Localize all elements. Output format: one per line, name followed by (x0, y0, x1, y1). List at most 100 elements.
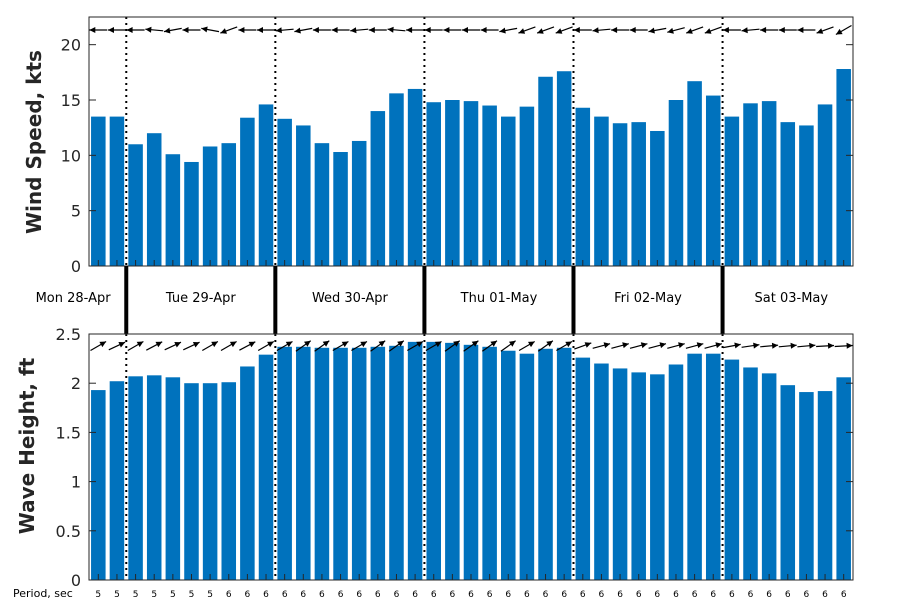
direction-arrow (257, 27, 275, 33)
direction-arrow (722, 342, 741, 349)
direction-arrow (704, 26, 722, 34)
bar (556, 347, 572, 580)
period-value: 6 (785, 590, 791, 600)
y-tick-label: 1.5 (56, 423, 81, 442)
direction-arrow (146, 341, 163, 351)
bar (594, 363, 609, 580)
bar (836, 377, 851, 580)
direction-arrow (164, 341, 182, 351)
bar (407, 341, 423, 580)
direction-arrow (704, 342, 723, 349)
period-value: 6 (394, 590, 400, 600)
y-tick-label: 2 (71, 374, 81, 393)
period-value: 5 (151, 590, 157, 600)
direction-arrow (202, 340, 219, 352)
direction-arrow (90, 340, 107, 352)
day-label: Sat 03-May (755, 291, 829, 306)
direction-arrow (556, 340, 573, 352)
period-value: 6 (450, 590, 456, 600)
period-value: 6 (617, 590, 623, 600)
day-label: Thu 01-May (460, 291, 538, 306)
y-tick-label: 20 (61, 36, 81, 55)
direction-arrow (257, 340, 275, 352)
bar (258, 354, 274, 580)
period-value: 6 (431, 590, 437, 600)
period-value: 5 (189, 590, 195, 600)
direction-arrow (741, 342, 760, 349)
direction-arrow (537, 340, 554, 352)
direction-arrow (145, 26, 164, 33)
bar (333, 347, 348, 580)
direction-arrow (332, 340, 349, 352)
bar (221, 382, 237, 580)
direction-arrow (89, 27, 108, 33)
bar (743, 367, 758, 580)
period-value: 6 (822, 590, 828, 600)
bar (836, 69, 851, 266)
bar (687, 353, 702, 580)
direction-arrow (518, 26, 536, 34)
bar (407, 88, 423, 267)
direction-arrow (444, 340, 461, 352)
bar (482, 105, 497, 266)
direction-arrow (462, 27, 480, 33)
bar (333, 152, 348, 266)
wave-height-panel: 0 0.5 1 1.5 2 2.5 (56, 325, 854, 590)
wind-y-axis-label: Wind Speed, kts (22, 50, 46, 234)
direction-arrow (424, 27, 443, 33)
direction-arrow (163, 27, 182, 34)
period-value: 5 (170, 590, 176, 600)
period-value: 6 (338, 590, 344, 600)
bar (221, 143, 237, 266)
direction-arrow (667, 27, 685, 34)
day-label: Fri 02-May (614, 291, 682, 306)
direction-arrow (592, 342, 611, 349)
period-value: 6 (300, 590, 306, 600)
direction-arrow (536, 26, 555, 34)
bar (389, 345, 404, 580)
direction-arrow (667, 342, 685, 349)
y-tick-label: 5 (71, 202, 81, 221)
bar (258, 104, 274, 267)
direction-arrow (425, 340, 442, 352)
bar (202, 146, 218, 266)
period-value: 6 (561, 590, 567, 600)
direction-arrow (182, 27, 201, 33)
period-value: 6 (748, 590, 754, 600)
bar (538, 348, 553, 580)
direction-arrow (276, 340, 293, 352)
bar (184, 383, 199, 580)
bar (594, 116, 609, 266)
direction-arrow (518, 340, 535, 352)
bar (426, 102, 441, 267)
direction-arrow (388, 340, 405, 352)
period-value: 5 (114, 590, 120, 600)
period-value: 6 (729, 590, 735, 600)
wind-speed-panel: 0 5 10 15 20 (61, 16, 854, 276)
period-value: 6 (841, 590, 847, 600)
direction-arrow (797, 27, 816, 33)
bar (128, 144, 143, 266)
bar (463, 101, 479, 266)
period-value: 5 (95, 590, 101, 600)
bar (519, 106, 535, 266)
bar (724, 359, 740, 580)
period-value: 5 (133, 590, 139, 600)
period-value: 6 (599, 590, 605, 600)
direction-arrow (611, 27, 630, 33)
bar (780, 122, 796, 266)
bar (538, 76, 553, 266)
y-tick-label: 0.5 (56, 522, 81, 541)
bar (109, 381, 125, 580)
direction-arrow (480, 27, 499, 33)
y-tick-label: 10 (61, 146, 81, 165)
direction-arrow (108, 27, 126, 33)
bar (612, 368, 628, 580)
day-label-row: Mon 28-Apr Tue 29-Apr Wed 30-Apr Thu 01-May… (36, 266, 829, 334)
bar (687, 81, 702, 266)
period-value: 6 (710, 590, 716, 600)
bar (445, 100, 460, 266)
direction-arrow (368, 27, 387, 33)
bar (743, 103, 758, 266)
bar (575, 107, 591, 266)
